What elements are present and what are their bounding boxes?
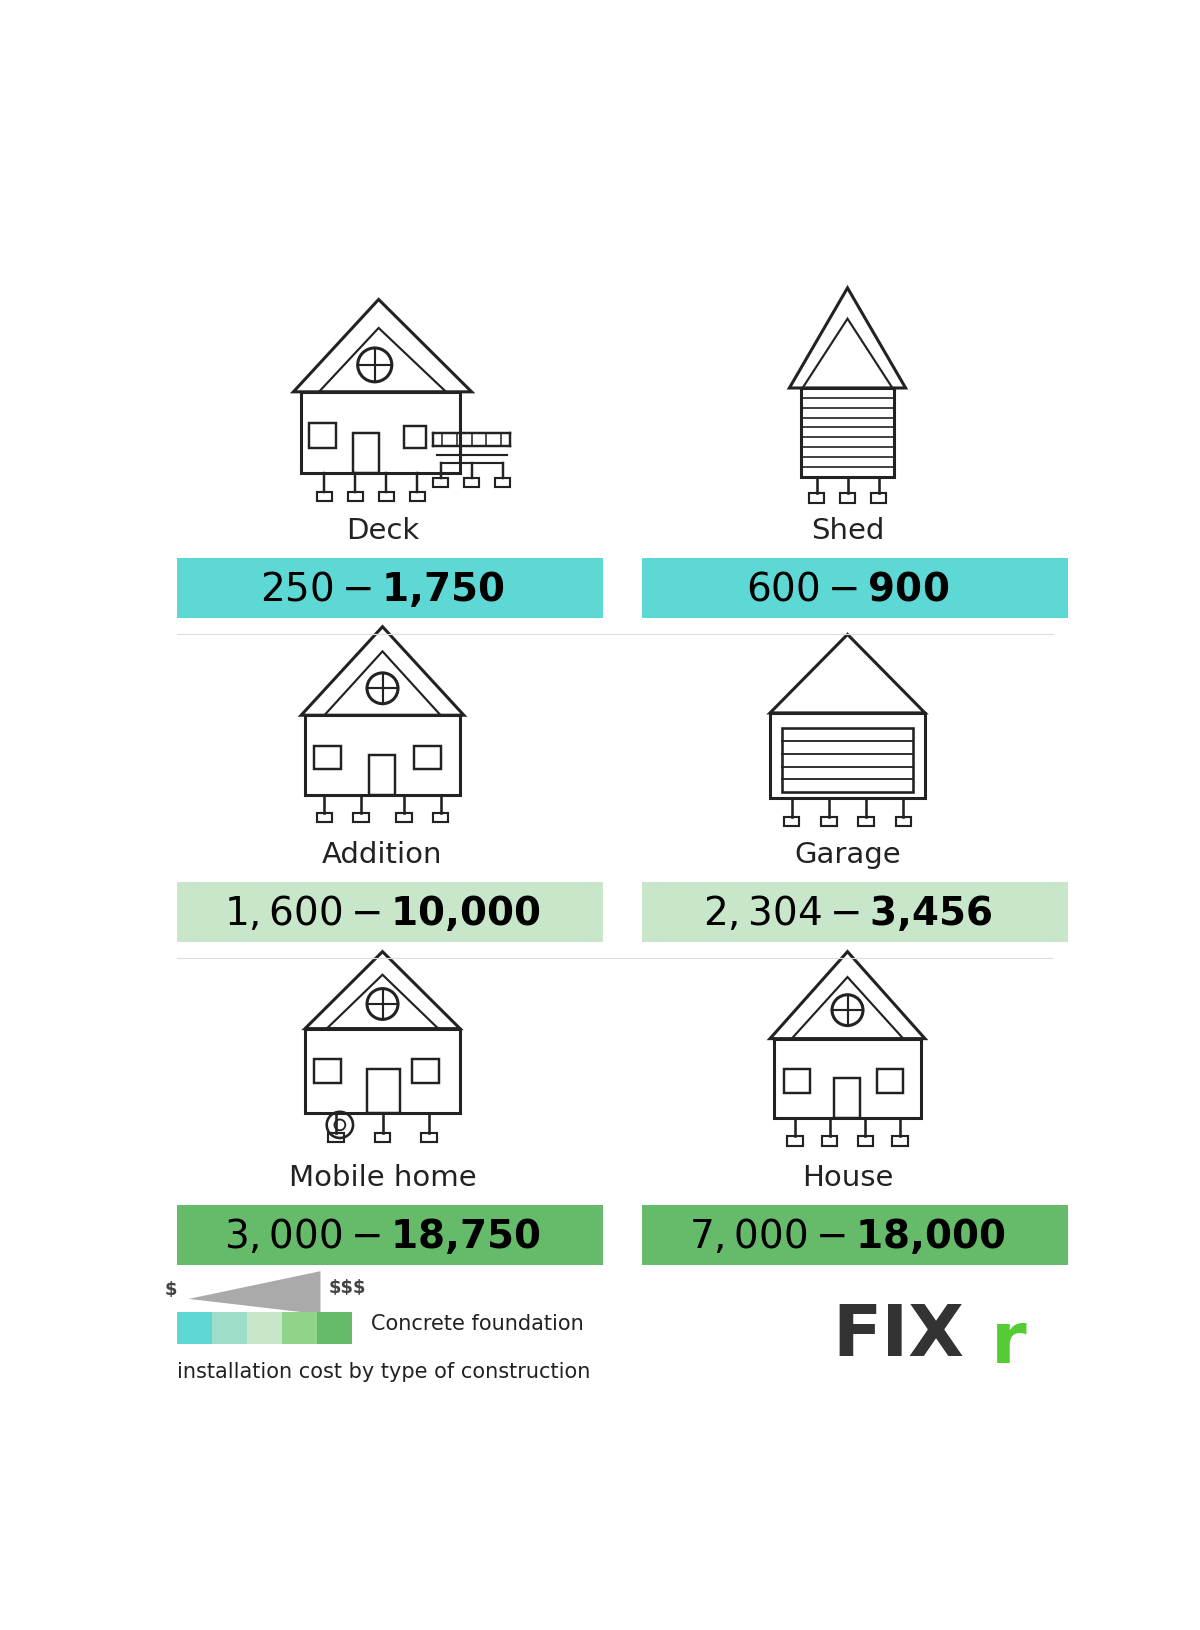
FancyBboxPatch shape [282,1312,317,1345]
Text: Concrete foundation: Concrete foundation [371,1314,583,1333]
Text: Shed: Shed [811,517,884,544]
Text: $: $ [164,1280,178,1297]
FancyBboxPatch shape [642,1205,1068,1265]
FancyBboxPatch shape [317,1312,352,1345]
FancyBboxPatch shape [247,1312,282,1345]
FancyBboxPatch shape [178,1205,604,1265]
FancyBboxPatch shape [642,559,1068,619]
Text: Deck: Deck [346,517,419,544]
Text: $7,000 - $18,000: $7,000 - $18,000 [689,1216,1006,1255]
FancyBboxPatch shape [178,1312,212,1345]
Text: House: House [802,1164,893,1192]
FancyBboxPatch shape [178,882,604,942]
FancyBboxPatch shape [178,559,604,619]
Text: Addition: Addition [323,841,443,869]
FancyBboxPatch shape [642,882,1068,942]
Text: $2,304 - $3,456: $2,304 - $3,456 [703,892,992,932]
Text: r: r [991,1307,1026,1377]
Text: $1,600 - $10,000: $1,600 - $10,000 [224,892,541,932]
Text: installation cost by type of construction: installation cost by type of constructio… [178,1361,590,1382]
Text: $250 - $1,750: $250 - $1,750 [260,569,505,610]
Text: $$$: $$$ [329,1278,366,1296]
Text: Mobile home: Mobile home [289,1164,476,1192]
Polygon shape [188,1271,320,1314]
Text: $600 - $900: $600 - $900 [746,570,949,608]
FancyBboxPatch shape [212,1312,247,1345]
Text: $3,000 - $18,750: $3,000 - $18,750 [224,1216,541,1255]
Text: Garage: Garage [794,841,901,869]
Text: FIX: FIX [832,1302,964,1371]
